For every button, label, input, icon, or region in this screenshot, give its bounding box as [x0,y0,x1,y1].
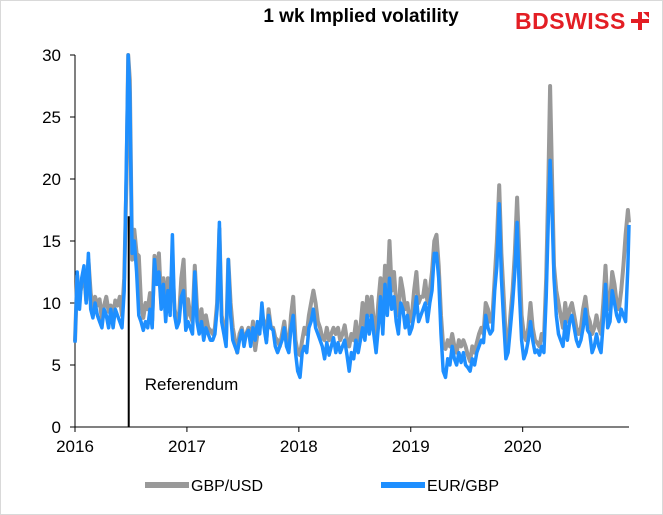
x-tick-label: 2019 [392,437,430,456]
brand-logo: BD SWISS [515,7,651,35]
chart-title: 1 wk Implied volatility [263,6,459,27]
y-tick-label: 0 [52,418,61,437]
legend-label: GBP/USD [191,478,263,495]
plus-arrow-icon [630,12,649,30]
legend-label: EUR/GBP [427,478,499,495]
y-tick-label: 20 [42,170,61,189]
y-tick-label: 10 [42,294,61,313]
series-line-eur-gbp [73,53,631,380]
annotation-layer: Referendum [127,216,239,427]
x-tick-label: 2016 [56,437,94,456]
x-tick-label: 2017 [168,437,206,456]
y-tick-label: 15 [42,232,61,251]
series-layer [73,53,631,380]
y-tick-label: 30 [42,46,61,65]
x-tick-label: 2018 [280,437,318,456]
logo-text-swiss: SWISS [549,7,626,34]
x-tick-label: 2020 [504,437,542,456]
logo-text-bd: BD [515,7,550,34]
referendum-label: Referendum [145,375,239,394]
y-tick-label: 25 [42,108,61,127]
legend: GBP/USD EUR/GBP [145,478,499,495]
y-tick-label: 5 [52,356,61,375]
axes: 0 5 10 15 20 25 30 2016 2017 2018 2019 2020 [42,46,629,456]
